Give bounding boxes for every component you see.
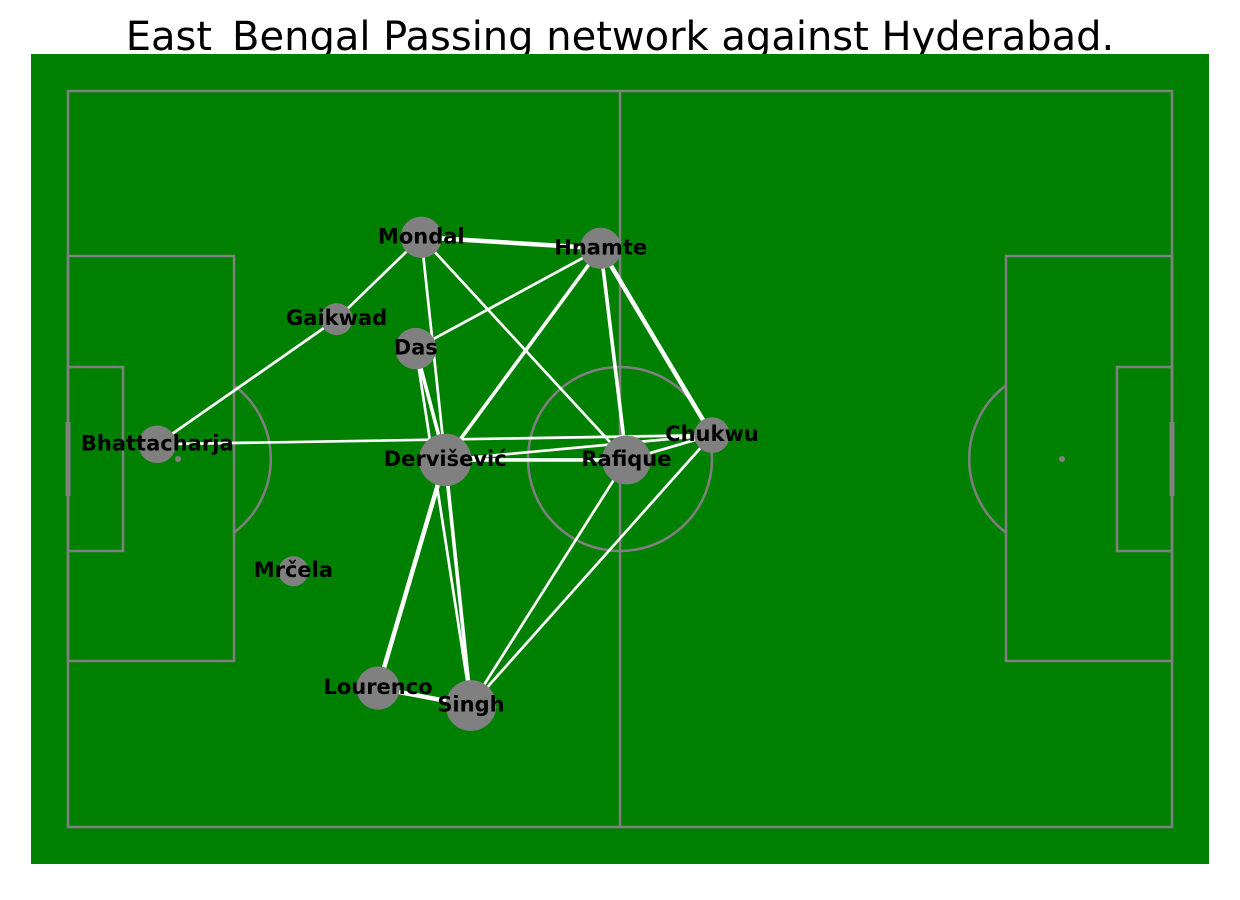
player-node-mrcela	[278, 556, 309, 587]
pass-edge-dervisevic-lourenco	[375, 457, 448, 691]
player-label-gaikwad: Gaikwad	[286, 306, 387, 330]
player-label-bhattacharja: Bhattacharja	[81, 431, 234, 455]
left-penalty-spot	[175, 456, 181, 462]
pass-edge-dervisevic-chukwu	[443, 433, 714, 462]
player-node-rafique	[602, 435, 651, 485]
player-node-mondal	[400, 216, 442, 258]
right-penalty-arc	[967, 384, 1007, 534]
right-penalty-spot	[1059, 456, 1065, 462]
pass-edge-chukwu-singh	[469, 433, 714, 707]
player-label-das: Das	[394, 336, 438, 360]
player-node-gaikwad	[320, 303, 353, 336]
pass-edge-rafique-singh	[469, 458, 628, 707]
pass-edge-hnamte-chukwu	[598, 246, 715, 438]
pass-edge-hnamte-das	[414, 246, 603, 350]
pass-edge-das-singh	[414, 347, 473, 707]
player-node-hnamte	[580, 227, 622, 269]
pass-edge-hnamte-dervisevic	[443, 246, 603, 462]
pitch-markings	[65, 89, 1175, 829]
player-label-lourenco: Lourenco	[323, 675, 432, 699]
pass-edge-dervisevic-singh	[443, 458, 473, 708]
player-node-das	[395, 327, 437, 370]
player-label-chukwu: Chukwu	[665, 422, 759, 446]
player-node-singh	[445, 680, 497, 731]
player-node-chukwu	[694, 417, 730, 453]
chart-title: East_Bengal Passing network against Hyde…	[125, 14, 1115, 60]
player-node-lourenco	[356, 666, 400, 710]
left-penalty-arc	[233, 384, 273, 534]
pass-edge-hnamte-rafique	[598, 246, 629, 462]
pass-edge-mondal-hnamte	[419, 235, 603, 251]
player-labels: Mondal Hnamte Gaikwad Das Bhattacharja Derviš…	[81, 224, 759, 716]
player-nodes	[138, 216, 730, 731]
pass-edges	[155, 235, 715, 708]
player-label-rafique: Rafique	[581, 447, 671, 471]
player-label-mrcela: Mrčela	[254, 558, 333, 582]
player-label-singh: Singh	[437, 693, 504, 717]
player-label-hnamte: Hnamte	[554, 235, 647, 259]
player-label-mondal: Mondal	[378, 224, 465, 248]
pass-edge-mondal-rafique	[419, 235, 628, 462]
player-node-dervisevic	[418, 433, 472, 487]
player-node-bhattacharja	[138, 425, 177, 464]
player-label-dervisevic: Dervišević	[384, 447, 507, 471]
pass-edge-gaikwad-bhattacharja	[155, 317, 338, 446]
